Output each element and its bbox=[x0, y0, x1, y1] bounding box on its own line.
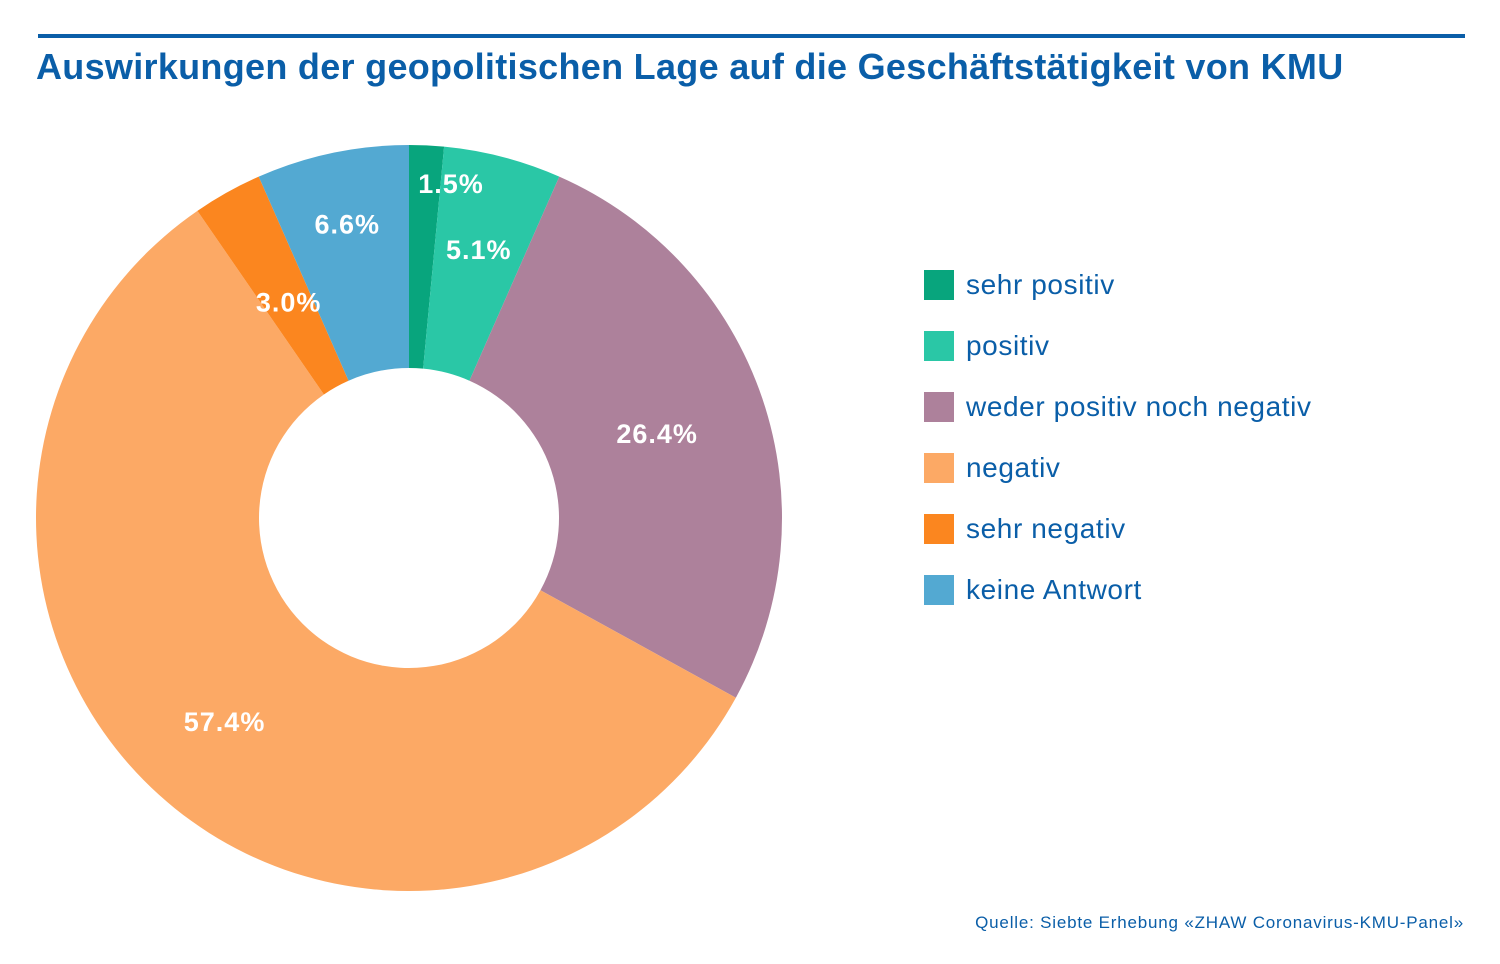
legend-swatch bbox=[924, 391, 954, 422]
legend-item-sehr-negativ: sehr negativ bbox=[924, 498, 1312, 559]
slice-sehr-positiv bbox=[409, 145, 445, 369]
legend-swatch bbox=[924, 330, 954, 361]
legend-item-positiv: positiv bbox=[924, 315, 1312, 376]
legend-swatch bbox=[924, 513, 954, 544]
slice-label-keine-antwort: 6.6% bbox=[314, 209, 380, 239]
slice-sehr-negativ bbox=[197, 176, 349, 395]
slice-label-negativ: 57.4% bbox=[184, 707, 266, 737]
legend: sehr positiv positiv weder positiv noch ne… bbox=[924, 254, 1312, 620]
legend-label: sehr positiv bbox=[966, 268, 1115, 300]
legend-label: positiv bbox=[966, 329, 1050, 361]
legend-item-weder-positiv-noch-negativ: weder positiv noch negativ bbox=[924, 376, 1312, 437]
chart-title: Auswirkungen der geopolitischen Lage auf… bbox=[36, 46, 1344, 87]
legend-label: keine Antwort bbox=[966, 573, 1142, 605]
slice-keine-antwort bbox=[258, 145, 409, 381]
source-note: Quelle: Siebte Erhebung «ZHAW Coronaviru… bbox=[975, 913, 1464, 932]
slice-label-positiv: 5.1% bbox=[446, 235, 512, 265]
legend-item-negativ: negativ bbox=[924, 437, 1312, 498]
legend-label: negativ bbox=[966, 451, 1061, 483]
legend-label: weder positiv noch negativ bbox=[966, 390, 1312, 422]
legend-item-keine-antwort: keine Antwort bbox=[924, 559, 1312, 620]
legend-item-sehr-positiv: sehr positiv bbox=[924, 254, 1312, 315]
legend-swatch bbox=[924, 574, 954, 605]
slice-label-sehr-negativ: 3.0% bbox=[256, 287, 322, 317]
legend-swatch bbox=[924, 452, 954, 483]
title-rule bbox=[38, 34, 1465, 38]
slice-negativ bbox=[36, 210, 736, 891]
legend-swatch bbox=[924, 269, 954, 300]
slice-label-sehr-positiv: 1.5% bbox=[418, 169, 484, 199]
slice-weder-positiv-noch-negativ bbox=[469, 176, 782, 698]
slice-positiv bbox=[423, 146, 560, 381]
slice-labels: 1.5% 5.1% 26.4% 57.4% 3.0% 6.6% bbox=[184, 169, 698, 737]
legend-label: sehr negativ bbox=[966, 512, 1126, 544]
slices bbox=[36, 145, 782, 891]
slice-label-weder-positiv-noch-negativ: 26.4% bbox=[616, 419, 698, 449]
